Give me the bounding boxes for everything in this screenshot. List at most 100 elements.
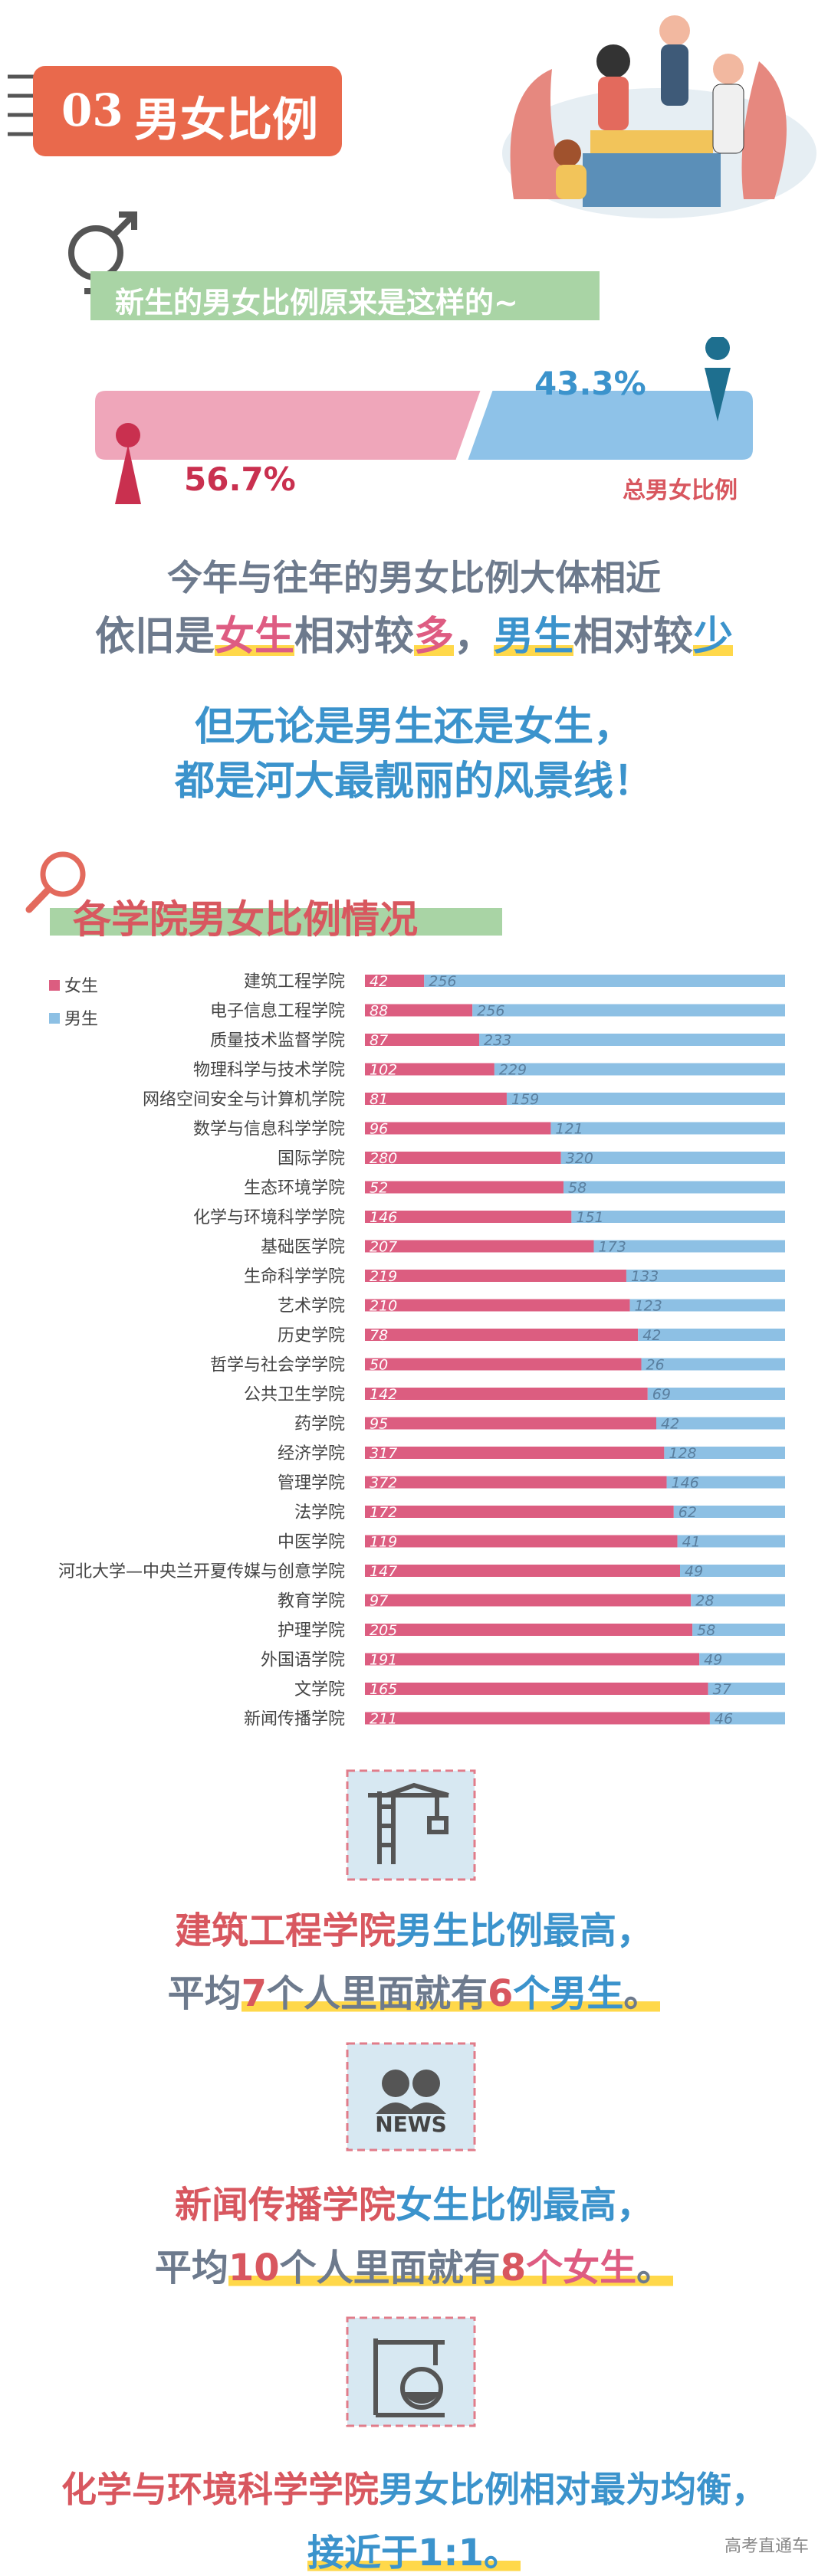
bar-segment <box>550 1122 785 1135</box>
value-label: 219 <box>370 1268 397 1285</box>
bar-segment <box>472 1004 785 1017</box>
value-label: 165 <box>370 1681 397 1698</box>
value-label: 46 <box>715 1711 733 1728</box>
icon-label: NEWS <box>375 2112 447 2137</box>
category-label: 教育学院 <box>278 1592 345 1611</box>
category-label: 中医学院 <box>278 1533 345 1552</box>
bar-segment <box>365 1181 564 1194</box>
value-label: 37 <box>713 1681 731 1698</box>
bar-segment <box>664 1447 785 1459</box>
bar-segment <box>365 1211 572 1223</box>
bar-segment <box>365 1535 678 1548</box>
bar-segment <box>365 1624 693 1636</box>
category-label: 哲学与社会学学院 <box>210 1356 345 1375</box>
conclusion-line: 平均10个人里面就有8个女生。 <box>0 2237 828 2291</box>
value-label: 78 <box>370 1327 388 1344</box>
bar-segment <box>365 1447 665 1459</box>
value-label: 159 <box>511 1091 539 1108</box>
pin <box>705 368 731 421</box>
overall-ratio: 56.7% 43.3% 总男女比例 <box>95 337 753 504</box>
text: 建筑工程学院 <box>174 1909 396 1952</box>
bar-segment <box>365 975 425 987</box>
value-label: 320 <box>566 1150 593 1167</box>
text: 10 <box>228 2247 280 2289</box>
bar-segment <box>677 1535 785 1548</box>
bar-segment <box>365 1093 507 1105</box>
header-title: 男女比例 <box>134 93 318 147</box>
value-label: 256 <box>477 1003 504 1020</box>
category-label: 文学院 <box>294 1680 345 1699</box>
text: 个女生 <box>526 2247 637 2289</box>
highlight: 女生 <box>214 614 294 660</box>
value-label: 207 <box>370 1239 397 1256</box>
highlight: 少 <box>693 614 734 660</box>
category-label: 管理学院 <box>278 1474 345 1493</box>
value-label: 102 <box>370 1062 397 1079</box>
ratio-label: 43.3% <box>534 365 646 402</box>
text: 新闻传播学院 <box>174 2184 396 2227</box>
bar-segment <box>365 1240 594 1253</box>
highlight: 男生 <box>494 614 574 660</box>
bar-segment <box>365 1063 495 1076</box>
text: ， <box>454 614 495 660</box>
value-label: 133 <box>631 1268 659 1285</box>
value-label: 69 <box>652 1386 671 1403</box>
bar-segment <box>365 1034 479 1046</box>
category-label: 艺术学院 <box>278 1297 345 1316</box>
category-label: 历史学院 <box>278 1326 345 1345</box>
summary-line: 今年与往年的男女比例大体相近 <box>167 557 661 598</box>
bar-segment <box>691 1594 785 1607</box>
conclusion-line: 接近于1:1。 <box>0 2522 828 2576</box>
bar-segment <box>365 1712 710 1725</box>
bar-segment <box>680 1565 785 1577</box>
bar-segment <box>365 1653 700 1666</box>
bar-segment <box>593 1240 785 1253</box>
bar-segment <box>365 1152 561 1164</box>
category-label: 电子信息工程学院 <box>210 1002 345 1021</box>
value-label: 97 <box>370 1593 388 1610</box>
value-label: 58 <box>568 1180 586 1197</box>
value-label: 121 <box>555 1121 583 1138</box>
conclusion-line: 新闻传播学院女生比例最高， <box>0 2175 828 2228</box>
section-title: 各学院男女比例情况 <box>73 897 418 942</box>
text: 相对较 <box>573 614 694 660</box>
value-label: 42 <box>661 1416 679 1433</box>
value-label: 88 <box>370 1003 388 1020</box>
summary-line: 但无论是男生还是女生， <box>194 704 633 750</box>
text: 依旧是 <box>94 614 215 660</box>
title-underline <box>50 908 502 936</box>
value-label: 146 <box>370 1209 397 1226</box>
ratio-bar <box>95 391 481 460</box>
bar-segment <box>365 1122 551 1135</box>
icon-box <box>346 1769 476 1881</box>
bar-segment <box>365 1270 626 1282</box>
value-label: 28 <box>695 1593 714 1610</box>
category-label: 外国语学院 <box>261 1651 345 1670</box>
bar-segment <box>365 1594 692 1607</box>
summary-line: 依旧是女生相对较多，男生相对较少 <box>0 604 828 661</box>
text: 化学与环境科学学院 <box>61 2469 379 2510</box>
value-label: 58 <box>697 1622 715 1639</box>
text: 8 <box>500 2247 527 2289</box>
bar-segment <box>365 1417 656 1430</box>
value-label: 147 <box>370 1563 397 1580</box>
watermark: 高考直通车 <box>724 2537 810 2556</box>
legend-label: 女生 <box>64 977 98 996</box>
summary-line: 都是河大最靓丽的风景线！ <box>174 759 653 805</box>
bar-segment <box>365 1476 667 1489</box>
text: 相对较 <box>294 614 414 660</box>
category-label: 质量技术监督学院 <box>210 1031 345 1050</box>
text: 接近于 <box>307 2532 418 2574</box>
value-label: 52 <box>370 1180 388 1197</box>
category-label: 建筑工程学院 <box>244 972 345 991</box>
bar-segment <box>638 1329 785 1341</box>
illustration <box>502 15 816 218</box>
value-label: 50 <box>370 1357 388 1374</box>
text: ， <box>731 2469 767 2510</box>
bar-segment <box>629 1299 785 1312</box>
ratio-bar <box>468 391 753 460</box>
value-label: 49 <box>685 1563 703 1580</box>
bar-segment <box>647 1388 785 1400</box>
value-label: 151 <box>576 1209 603 1226</box>
value-label: 317 <box>370 1445 397 1462</box>
